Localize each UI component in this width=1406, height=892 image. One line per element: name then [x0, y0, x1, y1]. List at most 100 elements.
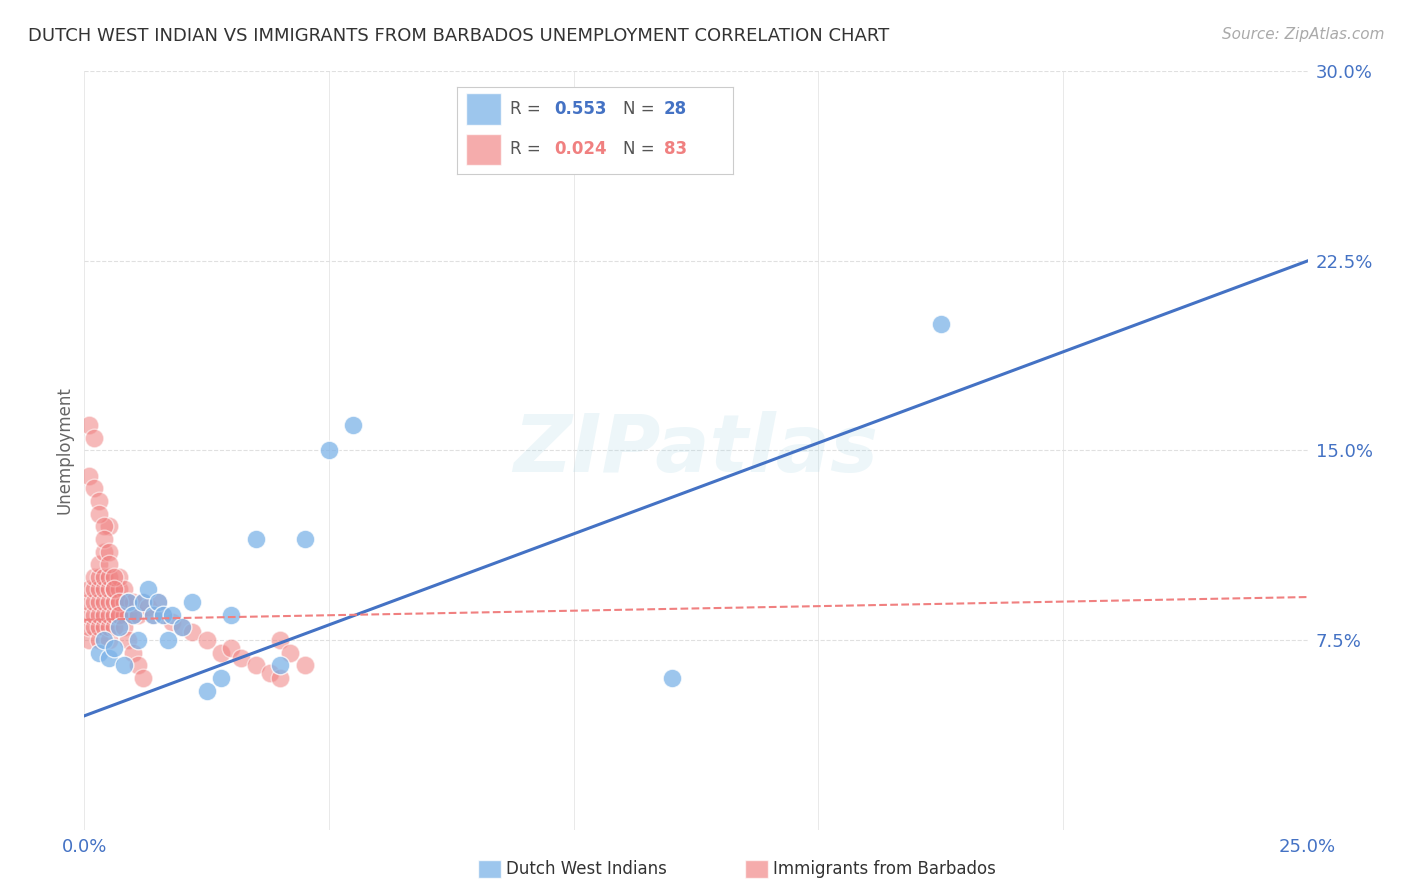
Point [195, 683, 218, 698]
Point [87, 633, 110, 648]
Point [152, 607, 174, 622]
Point [107, 620, 129, 634]
Point [112, 658, 135, 673]
Point [294, 658, 316, 673]
Point [77, 418, 100, 433]
Point [661, 671, 683, 685]
Point [162, 615, 184, 630]
Point [93, 544, 115, 558]
Point [83, 482, 105, 496]
Point [87, 595, 110, 609]
Point [209, 646, 232, 660]
Point [107, 595, 129, 609]
Point [112, 607, 135, 622]
Point [83, 582, 105, 597]
Point [83, 431, 105, 445]
Point [87, 507, 110, 521]
Point [122, 607, 145, 622]
Point [107, 570, 129, 584]
Point [146, 595, 169, 609]
Point [112, 582, 135, 597]
Point [103, 582, 125, 597]
Point [107, 582, 129, 597]
Point [245, 532, 267, 546]
Point [132, 595, 155, 609]
Point [219, 607, 242, 622]
Point [87, 620, 110, 634]
Text: DUTCH WEST INDIAN VS IMMIGRANTS FROM BARBADOS UNEMPLOYMENT CORRELATION CHART: DUTCH WEST INDIAN VS IMMIGRANTS FROM BAR… [28, 27, 890, 45]
Point [142, 607, 165, 622]
Point [146, 595, 169, 609]
Point [97, 633, 120, 648]
Point [112, 620, 135, 634]
Point [195, 633, 218, 648]
Point [172, 620, 194, 634]
Point [122, 607, 145, 622]
Point [97, 557, 120, 572]
Y-axis label: Unemployment: Unemployment [55, 386, 73, 515]
Point [269, 671, 291, 685]
Text: Source: ZipAtlas.com: Source: ZipAtlas.com [1222, 27, 1385, 42]
Point [269, 658, 291, 673]
Point [93, 570, 115, 584]
Point [93, 633, 115, 648]
Point [93, 519, 115, 533]
Point [97, 595, 120, 609]
Point [107, 607, 129, 622]
Point [278, 646, 301, 660]
Point [87, 607, 110, 622]
Point [97, 582, 120, 597]
Point [259, 665, 281, 680]
Point [77, 468, 100, 483]
Point [87, 646, 110, 660]
Point [103, 595, 125, 609]
Point [127, 658, 149, 673]
Point [117, 595, 139, 609]
Point [93, 607, 115, 622]
Point [103, 582, 125, 597]
Point [245, 658, 267, 673]
Point [97, 607, 120, 622]
Point [77, 620, 100, 634]
Point [77, 595, 100, 609]
Point [87, 570, 110, 584]
Point [87, 582, 110, 597]
Point [107, 607, 129, 622]
Point [83, 570, 105, 584]
Point [103, 620, 125, 634]
Point [219, 640, 242, 655]
Point [77, 607, 100, 622]
Point [87, 494, 110, 508]
Point [97, 570, 120, 584]
Point [77, 582, 100, 597]
Point [172, 620, 194, 634]
Point [209, 671, 232, 685]
Point [103, 640, 125, 655]
Point [127, 607, 149, 622]
Point [97, 519, 120, 533]
Point [107, 595, 129, 609]
Point [122, 595, 145, 609]
Point [103, 607, 125, 622]
Point [132, 671, 155, 685]
Point [93, 532, 115, 546]
Point [229, 650, 252, 665]
Point [97, 620, 120, 634]
Point [162, 607, 184, 622]
Point [142, 607, 165, 622]
Point [136, 600, 159, 615]
Point [318, 443, 340, 458]
Point [152, 607, 174, 622]
Text: Immigrants from Barbados: Immigrants from Barbados [773, 860, 997, 878]
Point [132, 595, 155, 609]
Point [156, 633, 179, 648]
Point [93, 595, 115, 609]
Point [97, 650, 120, 665]
Point [181, 625, 204, 640]
Point [112, 595, 135, 609]
Point [294, 532, 316, 546]
Text: Dutch West Indians: Dutch West Indians [506, 860, 666, 878]
Point [136, 582, 159, 597]
Point [117, 633, 139, 648]
Point [97, 544, 120, 558]
